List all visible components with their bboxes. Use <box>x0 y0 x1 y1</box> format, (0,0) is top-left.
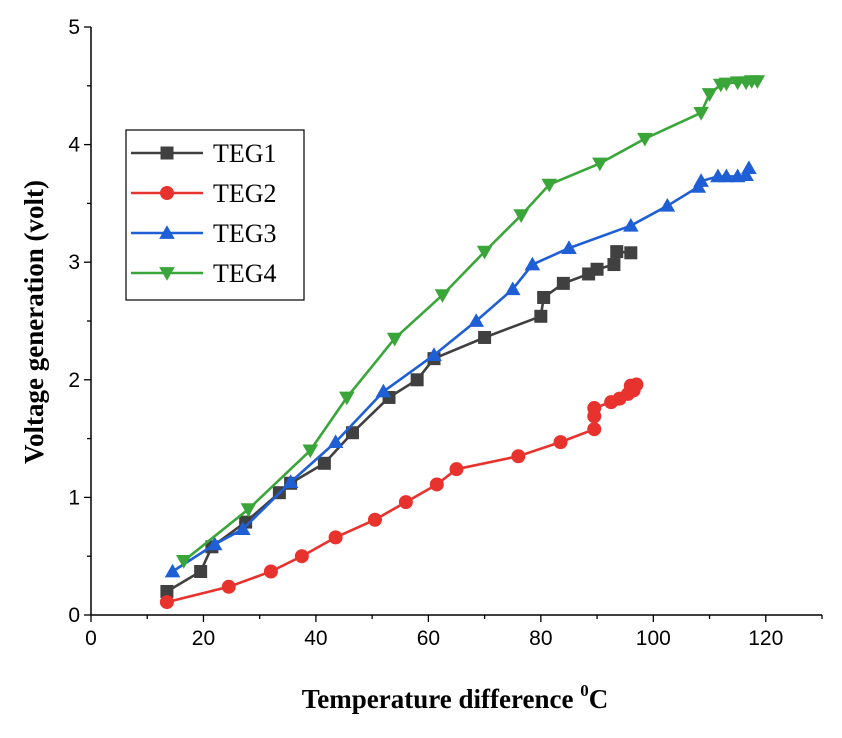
x-tick-label: 60 <box>417 627 440 650</box>
data-point <box>693 173 709 187</box>
series-line <box>166 383 638 604</box>
series-line <box>166 250 631 593</box>
data-point <box>159 595 174 610</box>
data-point <box>194 564 208 578</box>
data-point <box>235 521 251 536</box>
data-point <box>221 579 236 594</box>
data-point <box>537 290 551 304</box>
y-tick-label: 3 <box>68 251 80 274</box>
data-point <box>624 246 638 260</box>
legend-box <box>125 129 305 301</box>
y-tick-label: 4 <box>68 134 80 157</box>
data-point <box>504 281 521 296</box>
y-tick-label: 2 <box>68 369 80 392</box>
data-point <box>263 564 278 579</box>
data-point <box>738 167 754 182</box>
data-point <box>328 530 343 545</box>
data-point <box>592 157 608 172</box>
data-point <box>375 383 392 398</box>
data-point <box>610 245 624 259</box>
data-point <box>386 332 403 347</box>
axes: 0 20 40 60 80 100 120 0 1 2 3 4 5 <box>68 16 823 650</box>
data-point <box>476 245 493 260</box>
data-point <box>718 77 735 92</box>
data-point <box>587 422 602 437</box>
data-point <box>607 258 621 272</box>
data-point <box>159 225 175 239</box>
data-point <box>434 289 451 303</box>
series-layer <box>159 75 766 610</box>
x-tick-label: 80 <box>529 627 552 650</box>
x-axis-title-unit: C <box>589 684 609 714</box>
legend-label: TEG3 <box>213 219 277 248</box>
data-point <box>175 555 192 569</box>
data-point <box>468 313 484 327</box>
data-point <box>541 178 558 193</box>
data-point <box>553 435 568 450</box>
data-point <box>294 549 309 564</box>
data-point <box>478 330 492 344</box>
data-point <box>398 495 413 510</box>
x-tick-label: 100 <box>636 627 671 650</box>
y-tick-label: 5 <box>68 16 80 39</box>
data-point <box>164 563 181 578</box>
data-point <box>429 477 444 492</box>
data-point <box>749 75 766 89</box>
x-tick-label: 120 <box>748 627 783 650</box>
data-point <box>513 209 529 223</box>
data-point <box>410 373 424 387</box>
data-point <box>693 106 709 121</box>
data-point <box>367 512 382 527</box>
data-point <box>701 88 718 102</box>
x-tick-label: 0 <box>85 627 97 650</box>
data-point <box>206 536 223 551</box>
data-point <box>426 347 442 361</box>
data-point <box>718 168 735 183</box>
legend: TEG1 TEG2 TEG3 TEG4 <box>125 129 305 301</box>
x-tick-label: 20 <box>192 627 215 650</box>
data-point <box>590 262 604 276</box>
data-point <box>534 309 548 323</box>
data-point <box>623 217 639 232</box>
series-teg4 <box>175 75 766 569</box>
data-point <box>587 401 602 416</box>
x-tick-label: 40 <box>304 627 327 650</box>
data-point <box>317 456 331 470</box>
data-point <box>659 197 676 212</box>
legend-label: TEG2 <box>213 179 277 208</box>
data-point <box>240 503 257 517</box>
data-point <box>160 186 174 200</box>
legend-label: TEG4 <box>213 259 277 288</box>
data-point <box>449 462 464 477</box>
data-point <box>160 146 174 160</box>
data-point <box>282 474 299 488</box>
data-point <box>339 391 355 406</box>
data-point <box>561 240 577 254</box>
y-axis-title: Voltage generation (volt) <box>19 180 49 464</box>
data-point <box>160 584 174 598</box>
data-point <box>637 132 653 147</box>
data-point <box>524 256 541 271</box>
data-point <box>556 276 570 290</box>
data-point <box>741 160 757 174</box>
y-tick-label: 0 <box>68 604 80 627</box>
series-teg2 <box>159 377 644 610</box>
y-tick-label: 1 <box>68 486 80 509</box>
x-axis-title: Temperature difference 0C <box>302 681 608 714</box>
data-point <box>629 377 644 392</box>
legend-label: TEG1 <box>213 139 277 168</box>
data-point <box>159 267 175 281</box>
x-axis-title-superscript: 0 <box>580 681 589 700</box>
series-teg3 <box>164 160 757 578</box>
x-axis-title-text: Temperature difference <box>302 684 574 714</box>
data-point <box>327 434 344 448</box>
data-point <box>511 449 526 464</box>
data-point <box>302 444 319 459</box>
